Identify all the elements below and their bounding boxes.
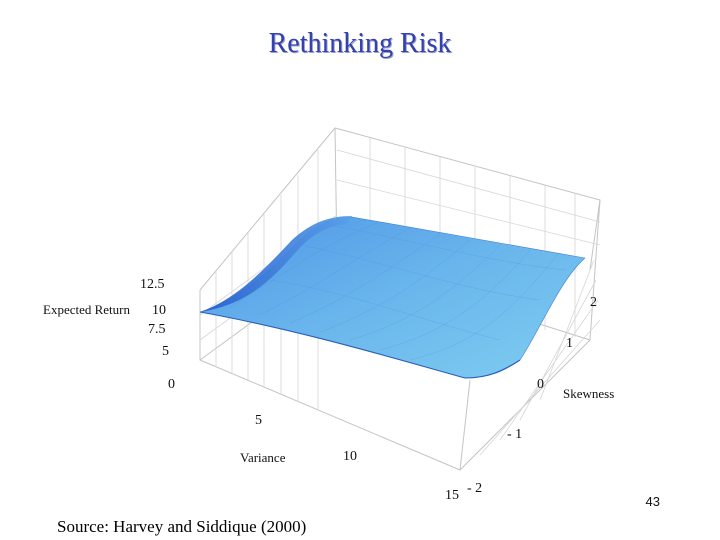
z-tick-7-5: 7.5 [148, 322, 166, 337]
surface-mesh [229, 221, 566, 361]
y-tick-0: 0 [537, 377, 544, 392]
return-surface [199, 216, 586, 379]
surface-front-edge [199, 311, 521, 379]
x-tick-5: 5 [255, 413, 262, 428]
z-tick-0: 0 [168, 377, 175, 392]
x-tick-10: 10 [343, 449, 357, 464]
surface-ridge [200, 216, 352, 312]
z-tick-5: 5 [162, 344, 169, 359]
y-tick-2: 2 [590, 295, 597, 310]
x-tick-15: 15 [445, 488, 459, 503]
page-number: 43 [645, 494, 660, 509]
y-tick-neg-2: - 2 [467, 481, 482, 496]
y-tick-1: 1 [566, 336, 573, 351]
source-citation: Source: Harvey and Siddique (2000) [57, 517, 307, 536]
slide-title: Rethinking Risk [268, 28, 452, 59]
x-axis-label: Variance [240, 450, 286, 465]
z-tick-12-5: 12.5 [140, 277, 165, 292]
y-tick-neg-1: - 1 [507, 427, 522, 442]
y-axis-label: Skewness [563, 386, 614, 401]
z-axis-label: Expected Return [43, 302, 130, 317]
z-tick-10: 10 [152, 303, 166, 318]
